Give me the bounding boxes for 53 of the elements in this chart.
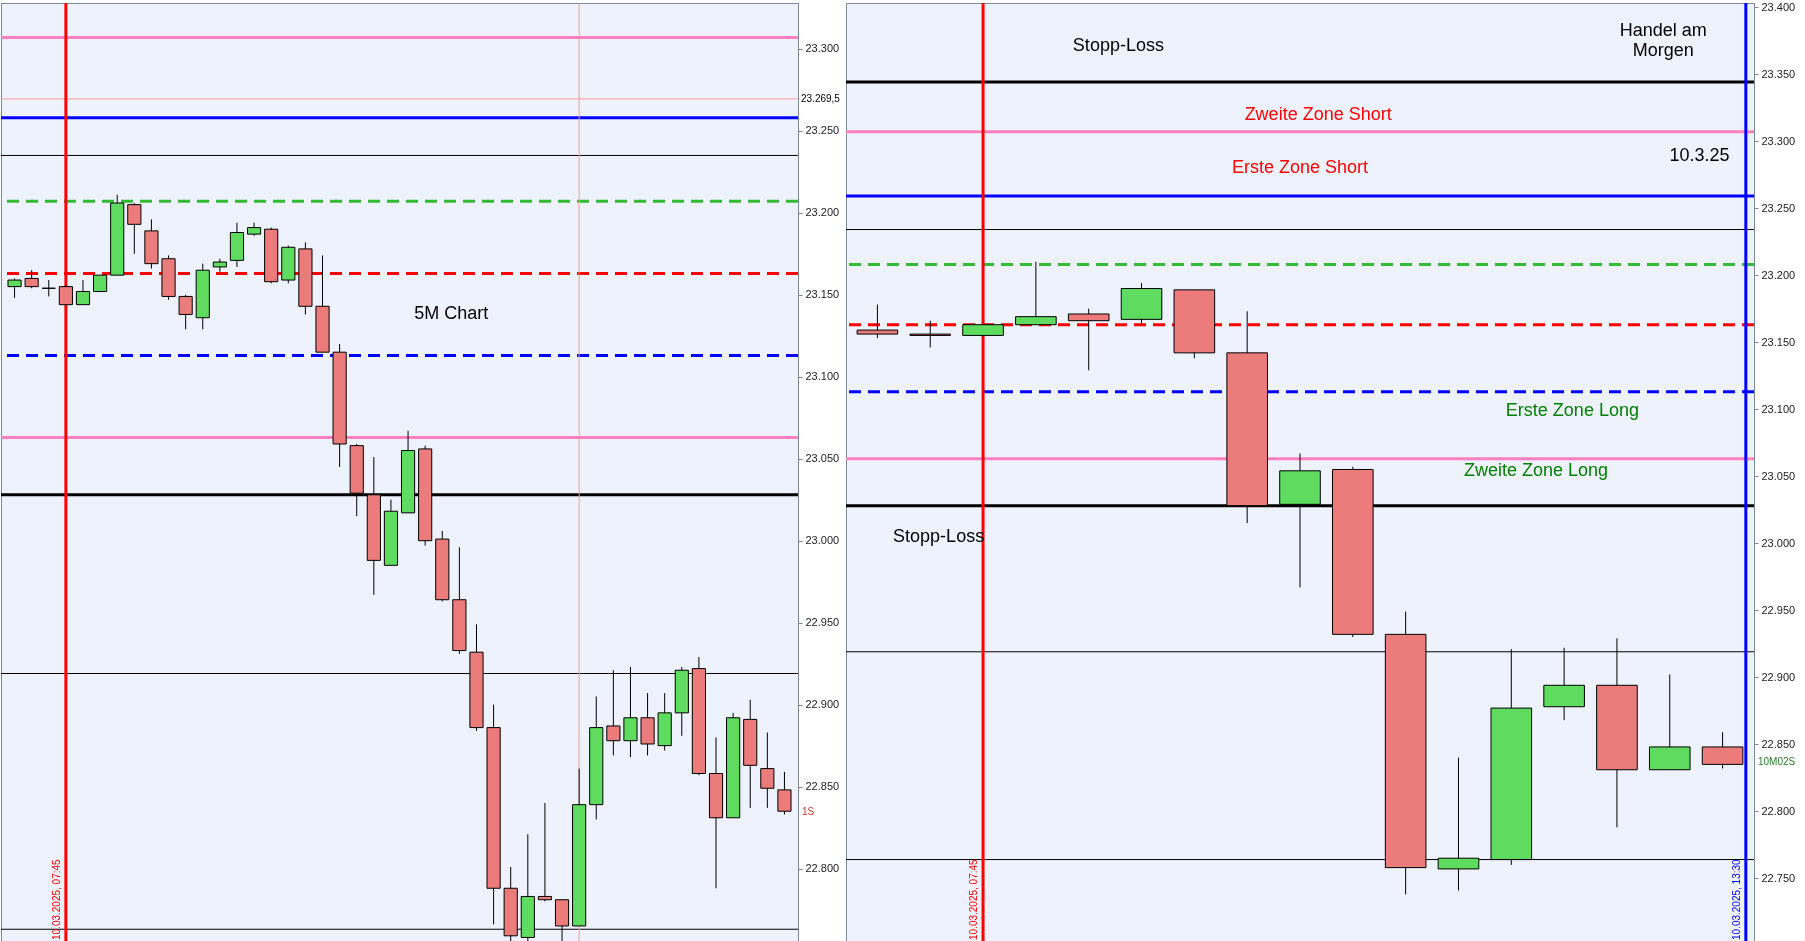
annotation: 10.03.2025, 07:45 <box>968 858 980 940</box>
y-tick-label: 22.900 <box>805 698 840 711</box>
annotation: 5M Chart <box>414 303 489 324</box>
y-tick-label: 22.950 <box>805 616 840 629</box>
y-tick-label: 23.000 <box>1761 536 1796 549</box>
y-tick-label: 23.050 <box>1761 469 1796 482</box>
y-tick-label: 23.100 <box>1761 402 1796 415</box>
annotation: Stopp-Loss <box>1072 35 1164 56</box>
y-tick-label: 23.100 <box>805 370 840 383</box>
y-tick-label: 23.250 <box>805 124 840 137</box>
candlestick <box>777 771 792 815</box>
candlestick <box>75 279 91 306</box>
annotation: Erste Zone Long <box>1505 400 1639 421</box>
candlestick <box>127 202 142 255</box>
y-tick-label: 23.200 <box>805 206 840 219</box>
text: 1S <box>802 806 815 818</box>
y-tick-label: 23.300 <box>1761 134 1796 147</box>
annotation: Zweite Zone Long <box>1464 459 1609 480</box>
y-tick-label: 22.800 <box>1761 804 1796 817</box>
annotation: 10.03.2025, 13:30 <box>1730 858 1742 940</box>
y-tick-label: 23.200 <box>1761 268 1796 281</box>
y-tick-label: 22.950 <box>1761 603 1796 616</box>
candlestick <box>212 258 227 273</box>
candlestick <box>7 277 22 299</box>
y-tick-label: 23.250 <box>1761 201 1796 214</box>
y-tick-label: 22.850 <box>805 780 840 793</box>
y-tick-label: 23.150 <box>805 288 840 301</box>
candlestick <box>537 802 553 902</box>
y-tick-label: 22.900 <box>1761 670 1796 683</box>
candlestick <box>41 279 56 297</box>
y-tick-label: 23.150 <box>1761 335 1796 348</box>
candlestick <box>909 320 952 348</box>
y-tick-label: 23.300 <box>805 42 840 55</box>
y-tick-label: 22.850 <box>1761 737 1796 750</box>
y-tick-label: 23.350 <box>1761 67 1796 80</box>
annotation: Erste Zone Short <box>1231 156 1369 177</box>
candlestick <box>856 304 899 339</box>
y-tick-label: 23.000 <box>805 534 840 547</box>
y-tick-label: 23.400 <box>1761 0 1796 13</box>
y-tick-label: 22.800 <box>805 862 840 875</box>
candlestick <box>58 284 73 306</box>
annotation: Handel am Morgen <box>1619 20 1707 61</box>
y-tick-label: 23.050 <box>805 452 840 465</box>
annotation: Zweite Zone Short <box>1244 103 1392 124</box>
candlestick <box>24 269 39 289</box>
text: 10M02S <box>1758 756 1796 768</box>
candlestick <box>178 294 193 330</box>
candlestick <box>760 732 775 809</box>
annotation: 10.3.25 <box>1669 145 1730 166</box>
ref-line-label: 23.269,5 <box>801 92 841 104</box>
y-tick-label: 22.750 <box>1761 871 1796 884</box>
candlestick <box>1067 308 1110 371</box>
annotation: 10.03.2025, 07:45 <box>50 858 62 940</box>
